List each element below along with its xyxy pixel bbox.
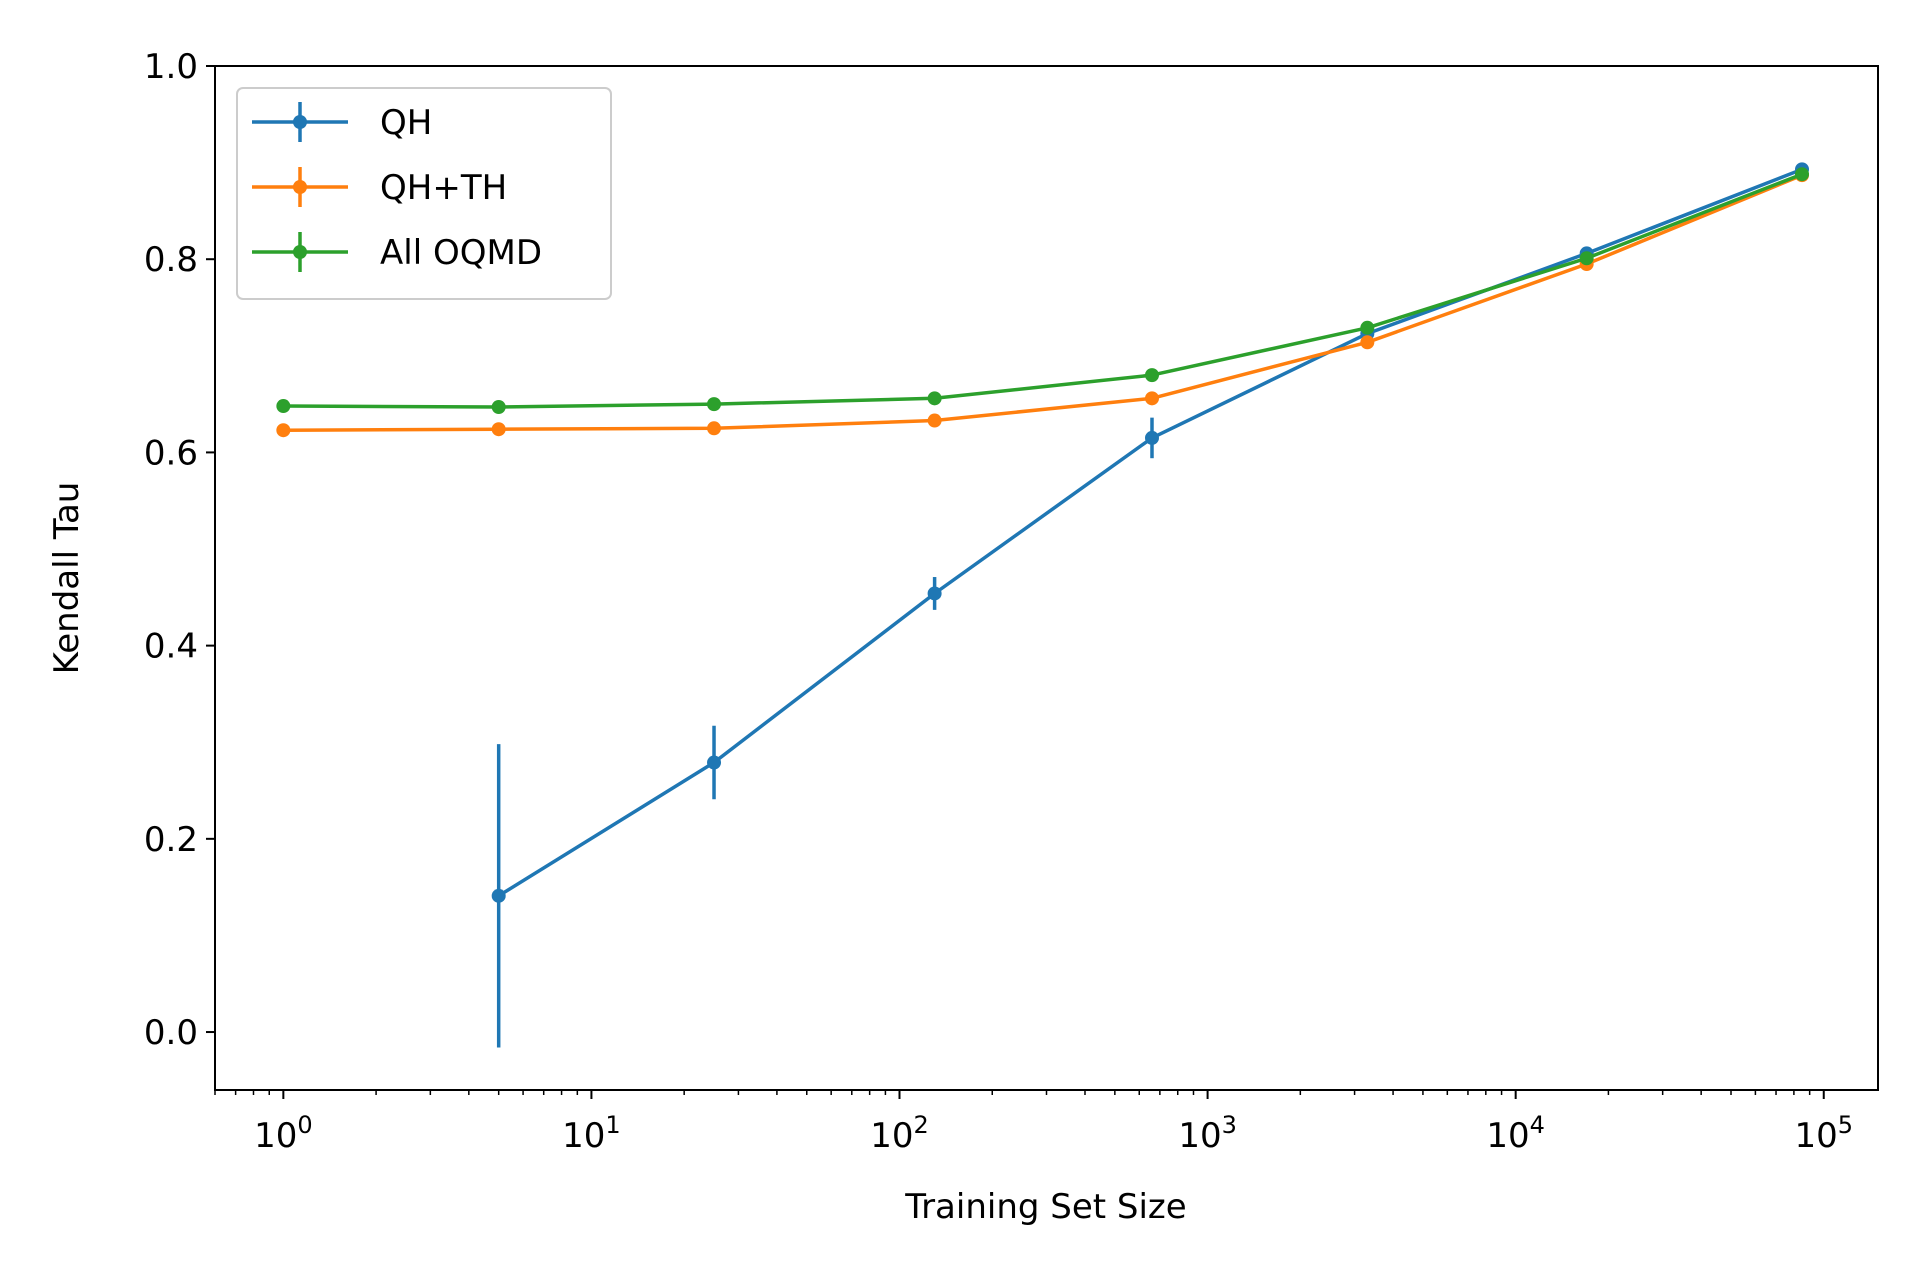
data-point (927, 413, 942, 428)
data-point (1579, 251, 1594, 266)
legend-marker (293, 245, 307, 259)
x-tick-label: 101 (562, 1111, 621, 1156)
data-point (1360, 320, 1375, 335)
x-tick-label-exponent: 0 (297, 1111, 312, 1139)
legend-label: All OQMD (380, 233, 542, 273)
data-point (707, 755, 722, 770)
x-tick-label-base: 10 (562, 1116, 605, 1156)
data-point (491, 400, 506, 415)
y-tick-label: 0.4 (144, 627, 198, 667)
legend-item: QH (252, 102, 432, 143)
x-tick-label: 104 (1486, 1111, 1545, 1156)
x-tick-label-base: 10 (1178, 1116, 1221, 1156)
series-layer (276, 162, 1810, 1048)
x-tick-label-exponent: 1 (605, 1111, 620, 1139)
y-tick-label: 0.0 (144, 1013, 198, 1053)
x-tick-label-exponent: 3 (1222, 1111, 1237, 1139)
series-line (283, 172, 1803, 409)
y-tick-label: 1.0 (144, 47, 198, 87)
x-tick-label-exponent: 5 (1838, 1111, 1853, 1139)
x-tick-label: 102 (870, 1111, 929, 1156)
x-tick-label: 103 (1178, 1111, 1237, 1156)
x-tick-label-exponent: 2 (914, 1111, 929, 1139)
y-tick-label: 0.6 (144, 433, 198, 473)
legend-marker (293, 180, 307, 194)
x-tick-label-base: 10 (1486, 1116, 1529, 1156)
legend-item: All OQMD (252, 232, 542, 273)
data-point (707, 397, 722, 412)
y-tick-label: 0.2 (144, 820, 198, 860)
data-point (1144, 430, 1159, 445)
series-line (283, 173, 1803, 432)
data-point (276, 423, 291, 438)
x-tick-label-exponent: 4 (1530, 1111, 1545, 1139)
x-tick-label: 100 (254, 1111, 313, 1156)
legend: QH QH+TH All OQMD (236, 87, 612, 300)
x-axis-title: Training Set Size (904, 1187, 1186, 1227)
y-tick-label: 0.8 (144, 240, 198, 280)
x-tick-label-base: 10 (1794, 1116, 1837, 1156)
data-point (491, 422, 506, 437)
x-tick-label-base: 10 (870, 1116, 913, 1156)
data-point (1144, 368, 1159, 383)
data-point (1795, 167, 1810, 182)
data-point (276, 399, 291, 414)
legend-marker (293, 115, 307, 129)
y-axis-title: Kendall Tau (47, 482, 87, 675)
legend-item: QH+TH (252, 167, 507, 208)
x-axis: 100 101 102 103 104 105 (214, 1090, 1853, 1156)
series-all-oqmd (276, 167, 1810, 415)
data-point (707, 421, 722, 436)
data-point (927, 586, 942, 601)
data-point (491, 888, 506, 903)
legend-box (236, 87, 612, 300)
legend-label: QH+TH (380, 168, 507, 208)
x-tick-label: 105 (1794, 1111, 1853, 1156)
y-axis: 0.0 0.2 0.4 0.6 0.8 1.0 (144, 47, 215, 1053)
data-point (1144, 391, 1159, 406)
legend-label: QH (380, 103, 432, 143)
x-tick-label-base: 10 (254, 1116, 297, 1156)
data-point (1360, 335, 1375, 350)
data-point (927, 391, 942, 406)
